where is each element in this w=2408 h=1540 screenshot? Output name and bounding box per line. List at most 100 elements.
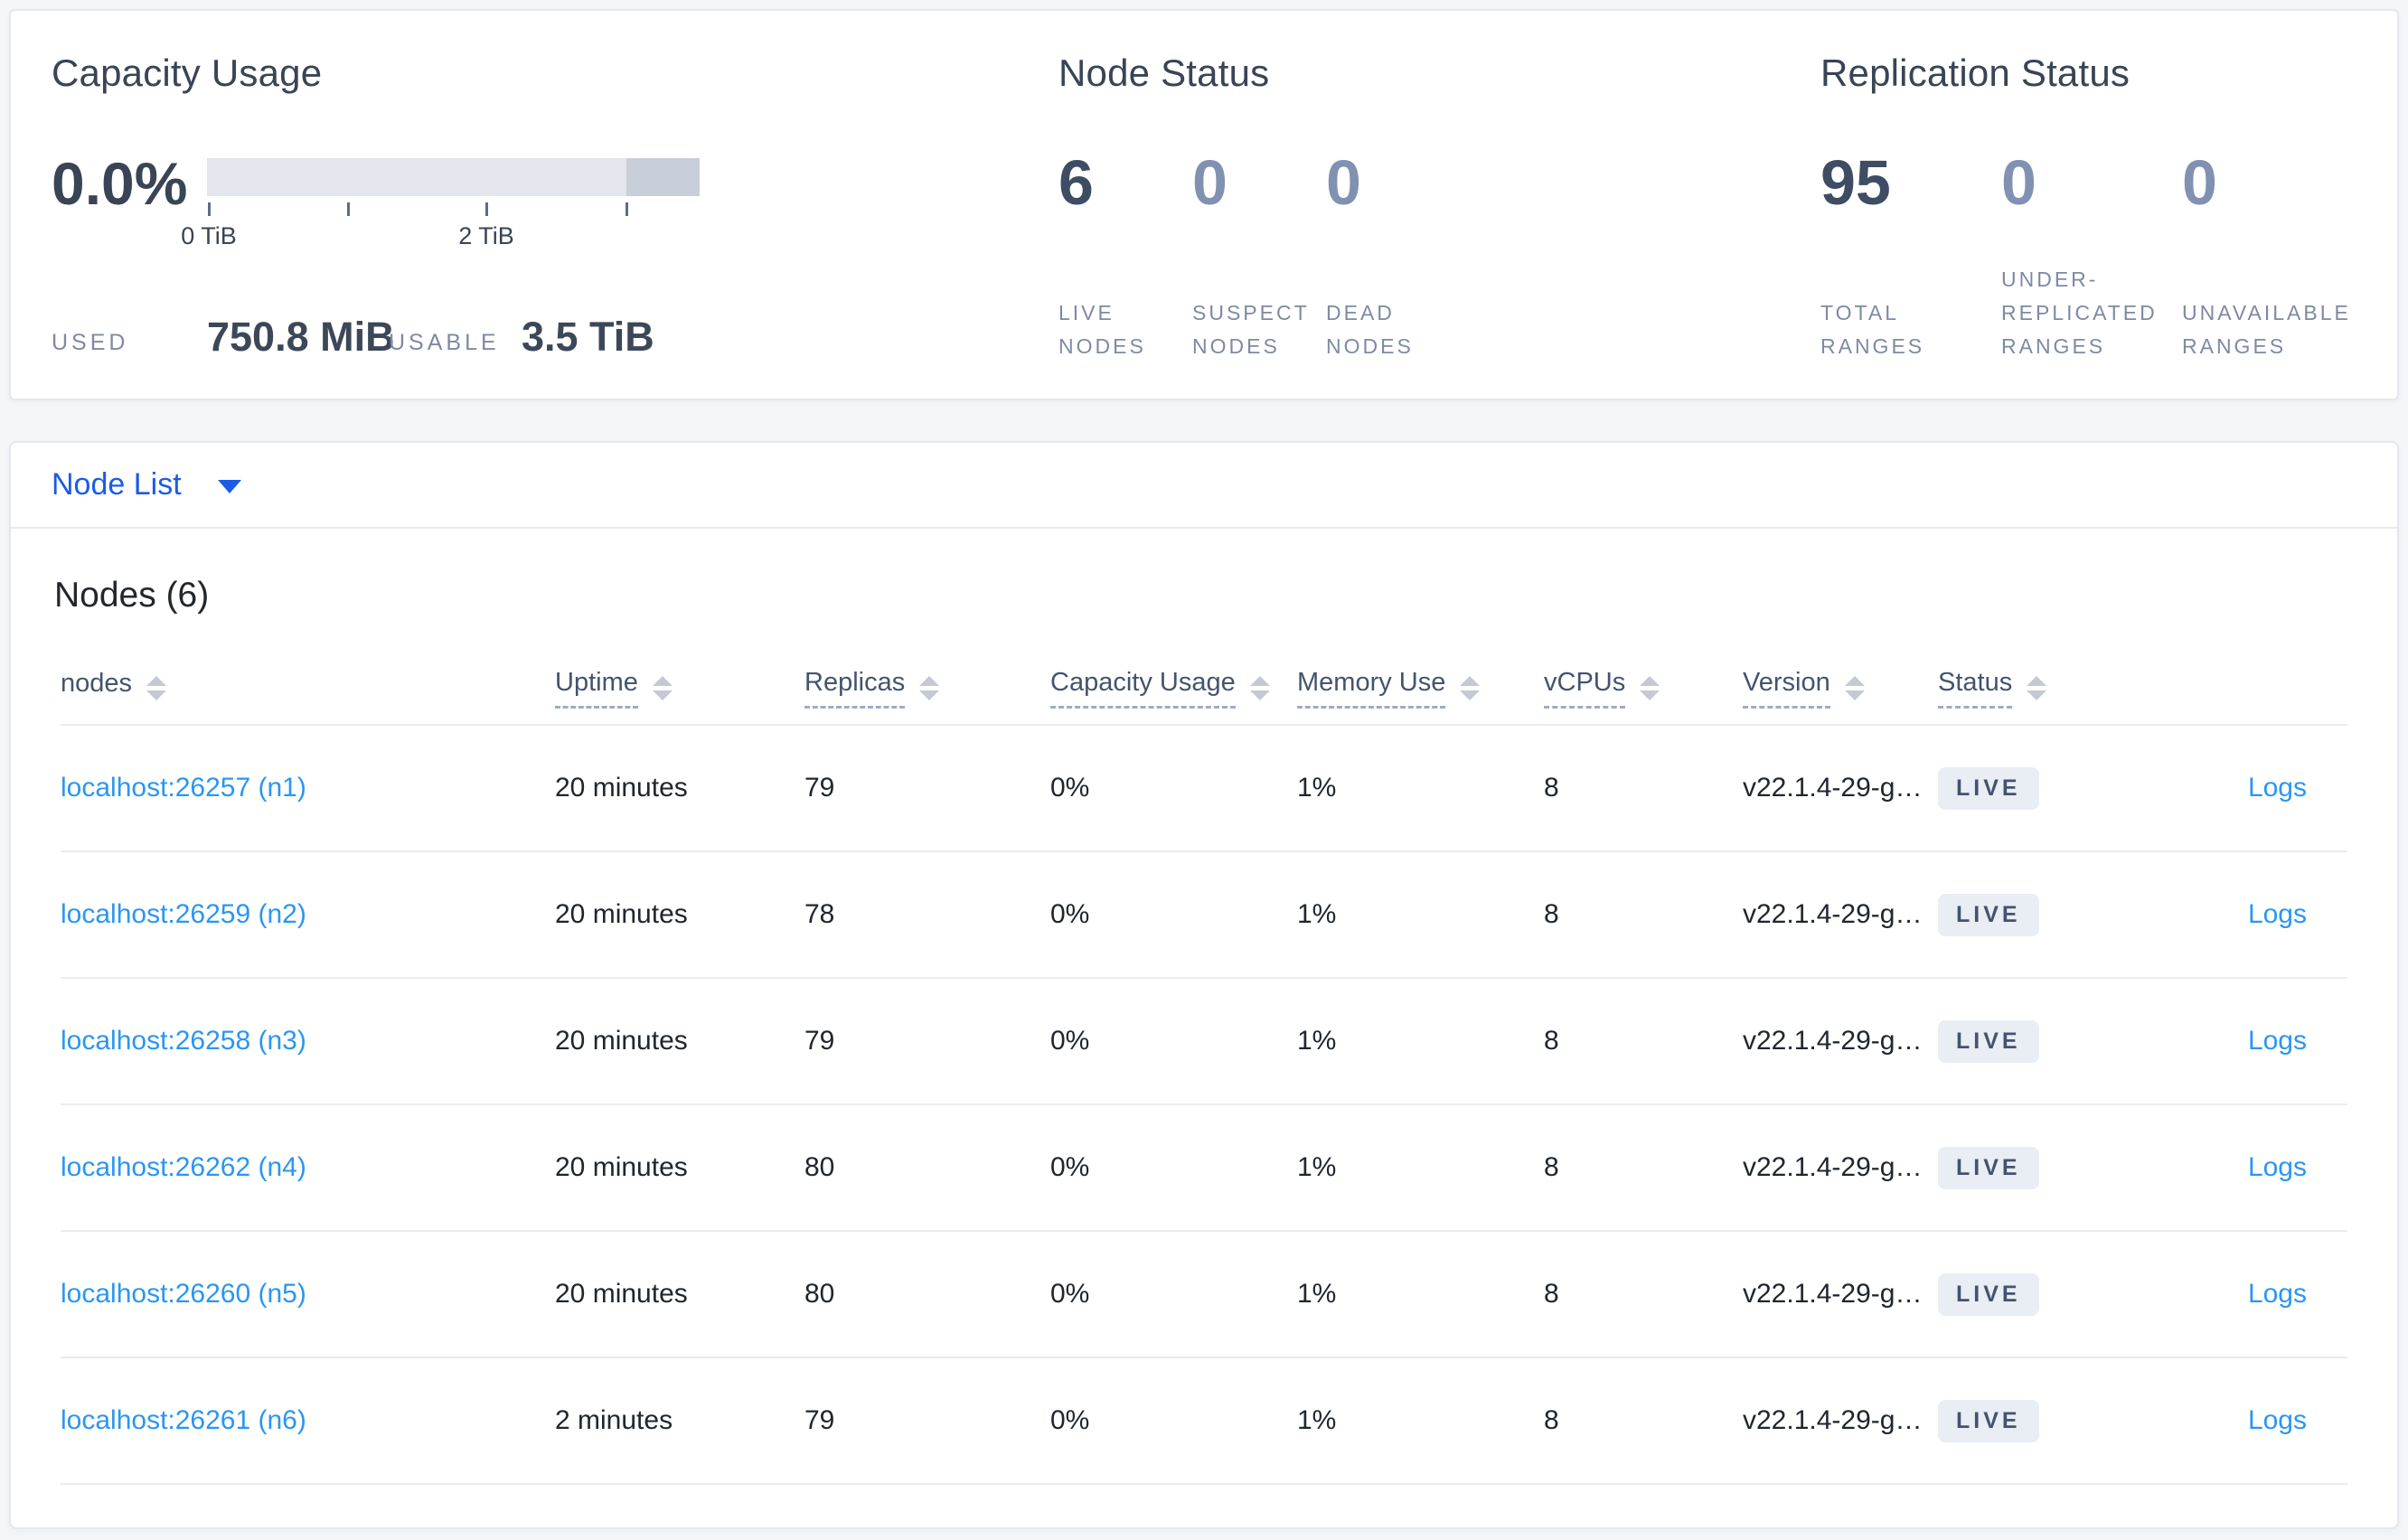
node-status-title: Node Status: [1058, 52, 1270, 94]
nodes-table-header-row: nodes Uptime Replicas Capacity Usage Mem…: [61, 652, 2347, 726]
sort-icon[interactable]: [652, 675, 673, 700]
sort-icon[interactable]: [919, 675, 940, 700]
dead-nodes-label: DEAD NODES: [1326, 301, 1414, 358]
sort-icon[interactable]: [1249, 675, 1270, 700]
replication-status-panel: Replication Status 95 TOTAL RANGES 0 UND…: [1820, 52, 2381, 363]
version-cell: v22.1.4-29-g…: [1743, 1279, 1923, 1309]
unavailable-ranges-label: UNAVAILABLE RANGES: [2182, 301, 2351, 358]
suspect-nodes-label: SUSPECT NODES: [1192, 301, 1310, 358]
sort-icon[interactable]: [2027, 675, 2047, 700]
replicas-cell: 78: [804, 899, 835, 929]
capacity-bar: [207, 158, 700, 196]
node-address-link[interactable]: localhost:26257 (n1): [61, 773, 306, 803]
table-row: localhost:26260 (n5) 20 minutes 80 0% 1%…: [61, 1232, 2347, 1358]
column-header-status[interactable]: Status: [1938, 668, 2119, 709]
nodes-table-body: localhost:26257 (n1) 20 minutes 79 0% 1%…: [61, 726, 2347, 1485]
node-list-card: Node List Nodes (6) nodes Uptime Replica…: [9, 441, 2399, 1529]
column-header-memory-use[interactable]: Memory Use: [1297, 668, 1544, 709]
version-cell: v22.1.4-29-g…: [1743, 1405, 1923, 1435]
sort-icon[interactable]: [1460, 675, 1481, 700]
usable-value: 3.5 TiB: [522, 314, 654, 360]
vcpus-cell: 8: [1544, 1279, 1559, 1309]
tick-mark: [347, 202, 350, 216]
column-header-replicas[interactable]: Replicas: [804, 668, 1050, 709]
capacity-bar-chart: 0 TiB 2 TiB: [181, 158, 700, 253]
uptime-cell: 20 minutes: [555, 1279, 688, 1309]
version-cell: v22.1.4-29-g…: [1743, 773, 1923, 803]
logs-link[interactable]: Logs: [2247, 1152, 2307, 1182]
vcpus-cell: 8: [1544, 899, 1559, 929]
table-row: localhost:26259 (n2) 20 minutes 78 0% 1%…: [61, 852, 2347, 979]
logs-link[interactable]: Logs: [2247, 1279, 2307, 1309]
column-header-vcpus[interactable]: vCPUs: [1544, 668, 1743, 709]
column-header-version[interactable]: Version: [1743, 668, 1938, 709]
uptime-cell: 2 minutes: [555, 1405, 673, 1435]
cluster-summary-card: Capacity Usage 0.0% 0 TiB 2 TiB USED 750…: [9, 9, 2399, 400]
replicas-cell: 79: [804, 1026, 835, 1056]
logs-link[interactable]: Logs: [2247, 1405, 2307, 1435]
live-nodes-label: LIVE NODES: [1058, 301, 1146, 358]
uptime-cell: 20 minutes: [555, 1026, 688, 1056]
capacity-usage-cell: 0%: [1050, 1405, 1090, 1435]
logs-link[interactable]: Logs: [2247, 899, 2307, 929]
total-ranges-label: TOTAL RANGES: [1820, 301, 1925, 358]
capacity-usage-cell: 0%: [1050, 1279, 1090, 1309]
used-value: 750.8 MiB: [207, 314, 395, 360]
logs-link[interactable]: Logs: [2247, 773, 2307, 803]
node-address-link[interactable]: localhost:26260 (n5): [61, 1279, 306, 1309]
capacity-usage-panel: Capacity Usage 0.0% 0 TiB 2 TiB USED 750…: [52, 52, 775, 363]
usable-label: USABLE: [389, 330, 500, 355]
capacity-usage-cell: 0%: [1050, 1026, 1090, 1056]
caret-down-icon: [217, 480, 241, 493]
sort-icon[interactable]: [1844, 675, 1865, 700]
used-label: USED: [52, 330, 129, 355]
uptime-cell: 20 minutes: [555, 899, 688, 929]
nodes-section-heading: Nodes (6): [54, 576, 210, 615]
node-list-dropdown-label: Node List: [52, 467, 182, 502]
capacity-axis-labels: 0 TiB 2 TiB: [181, 222, 700, 253]
capacity-used-usable-row: USED 750.8 MiB USABLE 3.5 TiB: [52, 314, 738, 368]
node-address-link[interactable]: localhost:26261 (n6): [61, 1405, 306, 1435]
capacity-axis-ticks: [207, 202, 700, 217]
vcpus-cell: 8: [1544, 1152, 1559, 1182]
version-cell: v22.1.4-29-g…: [1743, 1152, 1923, 1182]
node-list-dropdown[interactable]: Node List: [52, 467, 241, 502]
live-nodes-value: 6: [1058, 147, 1094, 218]
table-row: localhost:26262 (n4) 20 minutes 80 0% 1%…: [61, 1105, 2347, 1232]
status-badge: LIVE: [1938, 766, 2039, 810]
memory-use-cell: 1%: [1297, 1152, 1337, 1182]
nodes-table: nodes Uptime Replicas Capacity Usage Mem…: [11, 652, 2397, 1485]
replicas-cell: 80: [804, 1152, 835, 1182]
column-header-uptime[interactable]: Uptime: [555, 668, 804, 709]
tick-mark: [485, 202, 488, 216]
under-replicated-ranges-value: 0: [2001, 147, 2036, 218]
logs-link[interactable]: Logs: [2247, 1026, 2307, 1056]
vcpus-cell: 8: [1544, 773, 1559, 803]
version-cell: v22.1.4-29-g…: [1743, 1026, 1923, 1056]
memory-use-cell: 1%: [1297, 899, 1337, 929]
replicas-cell: 79: [804, 1405, 835, 1435]
vcpus-cell: 8: [1544, 1026, 1559, 1056]
memory-use-cell: 1%: [1297, 1026, 1337, 1056]
node-address-link[interactable]: localhost:26259 (n2): [61, 899, 306, 929]
tick-mark: [208, 202, 211, 216]
sort-icon[interactable]: [146, 675, 167, 700]
memory-use-cell: 1%: [1297, 1279, 1337, 1309]
status-badge: LIVE: [1938, 1272, 2039, 1316]
node-address-link[interactable]: localhost:26258 (n3): [61, 1026, 306, 1056]
vcpus-cell: 8: [1544, 1405, 1559, 1435]
status-badge: LIVE: [1938, 1399, 2039, 1442]
capacity-usage-title: Capacity Usage: [52, 52, 323, 94]
uptime-cell: 20 minutes: [555, 773, 688, 803]
node-status-panel: Node Status 6 LIVE NODES 0 SUSPECT NODES…: [1058, 52, 1529, 363]
table-row: localhost:26257 (n1) 20 minutes 79 0% 1%…: [61, 726, 2347, 852]
unavailable-ranges-value: 0: [2182, 147, 2217, 218]
suspect-nodes-value: 0: [1192, 147, 1228, 218]
column-header-capacity-usage[interactable]: Capacity Usage: [1050, 668, 1297, 709]
sort-icon[interactable]: [1640, 675, 1660, 700]
node-address-link[interactable]: localhost:26262 (n4): [61, 1152, 306, 1182]
tick-label-0tib: 0 TiB: [181, 222, 237, 249]
capacity-bar-dark-segment: [626, 158, 700, 196]
status-badge: LIVE: [1938, 1146, 2039, 1189]
column-header-nodes[interactable]: nodes: [61, 669, 555, 707]
